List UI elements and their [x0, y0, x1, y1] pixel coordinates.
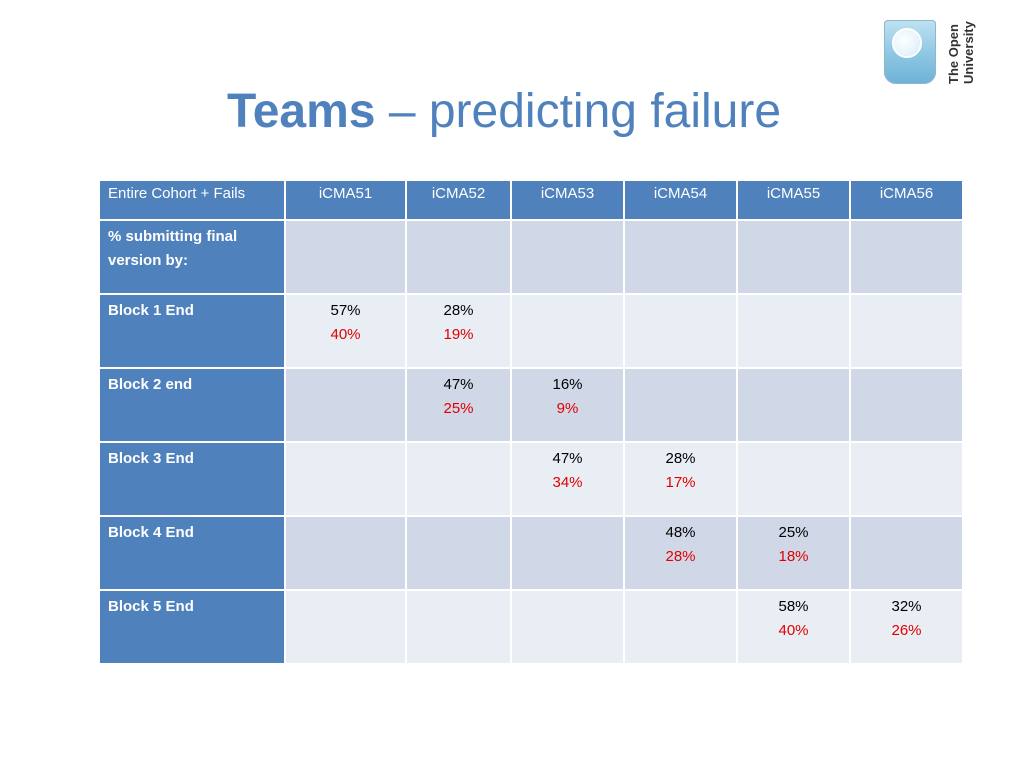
table-cell [851, 517, 964, 591]
cohort-percentage: 47% [552, 450, 583, 467]
table-cell [286, 443, 407, 517]
row-label: Block 3 End [100, 443, 286, 517]
cohort-percentage: 58% [778, 598, 809, 615]
logo-line2: University [961, 20, 976, 84]
column-header: iCMA53 [512, 181, 625, 221]
row-label: Block 2 end [100, 369, 286, 443]
table-cell [512, 295, 625, 369]
table-cell: 47% 34% [512, 443, 625, 517]
table-cell: 58% 40% [738, 591, 851, 665]
results-table-wrapper: Entire Cohort + Fails iCMA51 iCMA52 iCMA… [100, 181, 964, 665]
cohort-percentage: 28% [443, 302, 474, 319]
cohort-percentage: 47% [443, 376, 474, 393]
logo-line1: The Open [946, 24, 961, 84]
cohort-percentage: 48% [665, 524, 696, 541]
table-cell [286, 369, 407, 443]
table-cell [286, 221, 407, 295]
table-body: % submitting final version by: Block 1 En… [100, 221, 964, 665]
row-label: % submitting final version by: [100, 221, 286, 295]
row-label: Block 4 End [100, 517, 286, 591]
page-title: Teams – predicting failure [0, 82, 1008, 142]
table-cell: 47% 25% [407, 369, 512, 443]
fails-percentage: 34% [552, 474, 583, 491]
column-header: iCMA56 [851, 181, 964, 221]
column-header: Entire Cohort + Fails [100, 181, 286, 221]
column-header: iCMA55 [738, 181, 851, 221]
table-cell [738, 221, 851, 295]
table-cell [738, 443, 851, 517]
table-cell [851, 369, 964, 443]
table-cell [407, 221, 512, 295]
fails-percentage: 19% [443, 326, 474, 343]
table-row: Block 1 End 57% 40% 28% 19% [100, 295, 964, 369]
table-cell [407, 517, 512, 591]
cohort-percentage: 25% [778, 524, 809, 541]
table-cell [407, 443, 512, 517]
fails-percentage: 25% [443, 400, 474, 417]
table-row: Block 3 End 47% 34% 28% 17% [100, 443, 964, 517]
table-cell [738, 295, 851, 369]
cohort-percentage: 16% [552, 376, 583, 393]
table-header-row: Entire Cohort + Fails iCMA51 iCMA52 iCMA… [100, 181, 964, 221]
fails-percentage: 40% [778, 622, 809, 639]
column-header: iCMA52 [407, 181, 512, 221]
table-cell: 28% 17% [625, 443, 738, 517]
table-cell [625, 591, 738, 665]
fails-percentage: 17% [665, 474, 696, 491]
column-header: iCMA54 [625, 181, 738, 221]
table-row: Block 5 End 58% 40% 32% 26% [100, 591, 964, 665]
table-row: Block 2 end 47% 25% 16% 9% [100, 369, 964, 443]
logo-shield-icon [884, 20, 936, 84]
logo-circle-icon [892, 28, 922, 58]
table-cell [286, 517, 407, 591]
table-cell [407, 591, 512, 665]
open-university-logo: The Open University [880, 18, 990, 88]
table-cell [625, 295, 738, 369]
row-label: Block 5 End [100, 591, 286, 665]
fails-percentage: 40% [330, 326, 361, 343]
table-cell [738, 369, 851, 443]
cohort-percentage: 57% [330, 302, 361, 319]
table-cell: 28% 19% [407, 295, 512, 369]
cohort-percentage: 32% [891, 598, 922, 615]
table-cell: 25% 18% [738, 517, 851, 591]
cohort-percentage: 28% [665, 450, 696, 467]
page-title-bold: Teams [226, 85, 376, 138]
table-cell: 57% 40% [286, 295, 407, 369]
table-cell [512, 221, 625, 295]
table-cell [625, 369, 738, 443]
table-row: Block 4 End 48% 28% 25% 18% [100, 517, 964, 591]
table-cell: 32% 26% [851, 591, 964, 665]
fails-percentage: 9% [556, 400, 579, 417]
page-title-rest: – predicting failure [375, 85, 782, 138]
results-table: Entire Cohort + Fails iCMA51 iCMA52 iCMA… [100, 181, 964, 665]
fails-percentage: 28% [665, 548, 696, 565]
table-cell [286, 591, 407, 665]
fails-percentage: 18% [778, 548, 809, 565]
logo-wordmark: The Open University [942, 18, 982, 88]
table-row: % submitting final version by: [100, 221, 964, 295]
column-header: iCMA51 [286, 181, 407, 221]
fails-percentage: 26% [891, 622, 922, 639]
table-cell [625, 221, 738, 295]
table-cell [512, 517, 625, 591]
table-cell: 48% 28% [625, 517, 738, 591]
table-cell: 16% 9% [512, 369, 625, 443]
table-cell [512, 591, 625, 665]
row-label: Block 1 End [100, 295, 286, 369]
table-cell [851, 295, 964, 369]
table-cell [851, 443, 964, 517]
table-cell [851, 221, 964, 295]
